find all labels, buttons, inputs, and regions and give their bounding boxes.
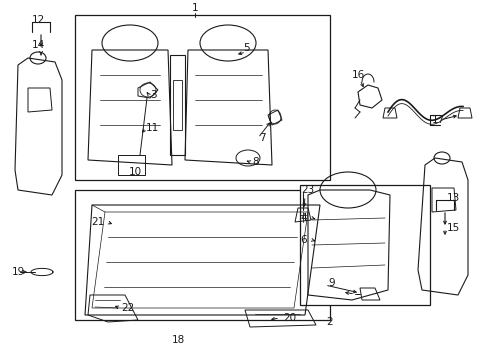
Text: 8: 8	[253, 157, 259, 167]
Text: 13: 13	[446, 193, 460, 203]
Text: 19: 19	[11, 267, 24, 277]
Text: 10: 10	[128, 167, 142, 177]
Text: 7: 7	[259, 133, 265, 143]
Text: 1: 1	[192, 3, 198, 13]
Text: 16: 16	[351, 70, 365, 80]
Text: 22: 22	[122, 303, 135, 313]
Text: 20: 20	[283, 313, 296, 323]
Text: 17: 17	[431, 115, 444, 125]
Text: 6: 6	[301, 235, 307, 245]
Bar	[75, 15, 330, 180]
Text: 12: 12	[31, 15, 45, 25]
Bar	[75, 190, 330, 320]
Text: 14: 14	[31, 40, 45, 50]
Text: 11: 11	[146, 123, 159, 133]
Text: 15: 15	[446, 223, 460, 233]
Text: 4: 4	[301, 213, 307, 223]
Text: 9: 9	[329, 278, 335, 288]
Bar	[300, 185, 430, 305]
Text: 21: 21	[91, 217, 105, 227]
Text: 3: 3	[149, 90, 156, 100]
Text: 23: 23	[301, 185, 315, 195]
Text: 2: 2	[327, 317, 333, 327]
Text: 18: 18	[172, 335, 185, 345]
Text: 5: 5	[243, 43, 249, 53]
